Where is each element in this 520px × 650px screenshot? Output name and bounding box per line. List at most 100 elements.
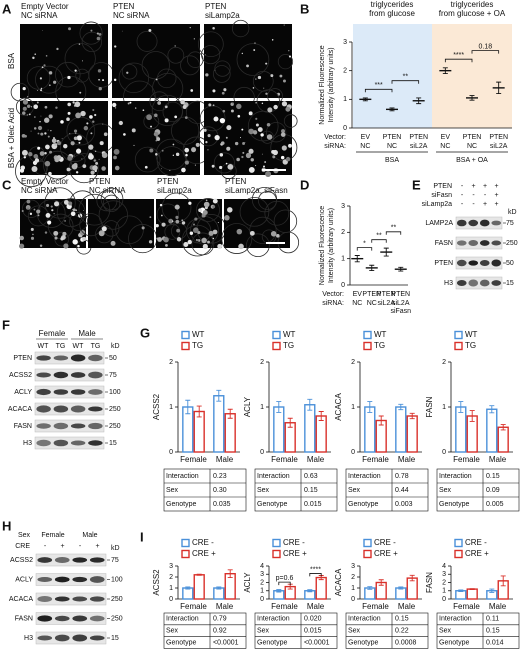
error-bar [287,417,293,428]
micrograph [15,97,116,188]
blot-band [37,596,53,602]
droplet [202,210,208,215]
droplet [48,114,53,119]
y-tick-label: 1 [442,404,446,411]
condition-label: siFasn [431,192,452,199]
error-bar [227,408,233,419]
table-cell: 0.09 [486,487,500,494]
column-label: PTEN [225,177,247,186]
droplet [245,152,252,159]
cell-outline [196,198,220,222]
droplet [161,214,163,217]
droplet [41,66,44,69]
droplet [234,141,239,146]
droplet [112,102,117,108]
blot-band [456,219,467,227]
droplet [78,141,81,144]
droplet [181,167,186,173]
legend-label: CRE - [283,538,305,547]
row-label: Vector: [324,134,346,141]
significance-label: **** [453,52,464,59]
legend-label: CRE + [192,549,216,558]
legend-label: TG [283,341,294,350]
blot-band [70,372,86,378]
droplet [184,147,190,153]
droplet [265,171,272,177]
droplet [164,118,169,123]
column-label: PTEN [205,2,227,11]
droplet [265,62,268,65]
blot-band [456,259,467,267]
cell-outline [221,223,253,254]
droplet [33,154,39,159]
droplet [86,122,89,125]
blot-band [88,440,103,446]
x-label: PTEN [463,134,482,141]
droplet [189,27,191,29]
droplet [79,91,82,94]
cell-outline [198,31,224,58]
droplet [49,150,53,154]
significance-label: p=0.6 [276,575,294,582]
blot-band [88,371,103,379]
panel-letter: B [300,1,309,16]
protein-label: ACACA [8,406,32,413]
droplet [135,107,137,109]
droplet [70,211,76,217]
error-bar [227,569,233,578]
y-tick-label: 2 [341,229,345,236]
droplet [175,219,180,224]
y-axis-label: Intensity (arbitrary units) [328,47,335,122]
protein-label: H3 [23,440,32,447]
significance-bracket [371,239,387,243]
droplet [270,231,277,237]
error-bar [398,266,404,272]
cell-outline [115,215,144,245]
table-cell: 0.15 [395,616,409,623]
droplet [75,112,82,119]
droplet [288,55,292,58]
droplet [148,240,153,244]
droplet [114,107,117,109]
marker-label: 75 [109,372,117,379]
legend-label: CRE - [374,538,396,547]
droplet [114,165,120,171]
table-cell: 0.0008 [395,639,417,646]
y-axis-label: ACSS2 [152,569,161,596]
droplet [270,74,274,78]
droplet [81,60,83,62]
cell-outline [79,213,103,237]
droplet [74,69,77,72]
blot-band [53,405,69,413]
column-label: Empty Vector [21,177,69,186]
table-cell: 0.78 [395,473,409,480]
droplet [230,109,234,113]
droplet [54,157,60,163]
cell-outline [220,163,237,180]
bar [273,406,285,453]
column-label: NC siRNA [21,186,58,195]
droplet [39,77,42,80]
droplet [53,213,55,215]
droplet [63,243,69,249]
group-label: BSA + OA [456,157,488,164]
droplet [26,96,29,98]
droplet [60,237,64,241]
table-cell: 0.003 [395,501,413,508]
x-label: EV [361,134,371,141]
legend-swatch [454,538,463,548]
droplet [181,221,186,225]
droplet [27,207,30,210]
droplet [205,199,208,202]
significance-label: **** [310,566,321,573]
blot-band [88,406,103,412]
protein-label: PTEN [13,355,32,362]
error-bar [196,405,202,418]
blot-band [479,279,490,287]
droplet [72,239,78,245]
x-tick-label: Male [307,455,325,464]
significance-bracket [385,231,402,235]
condition-sign: + [494,192,498,199]
bar [395,587,407,600]
droplet [282,79,286,83]
